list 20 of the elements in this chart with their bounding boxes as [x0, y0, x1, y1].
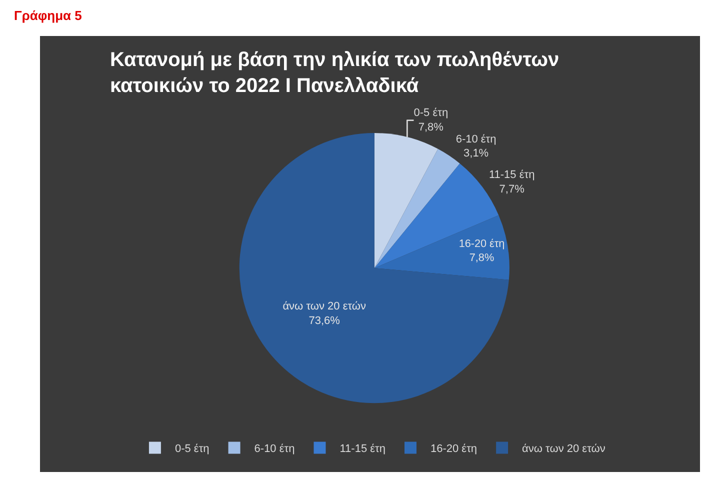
- slice-label: 0-5 έτη: [414, 107, 448, 120]
- slice-label: 16-20 έτη: [458, 238, 505, 250]
- data-label: 7,8%: [469, 252, 494, 264]
- text: Γράφημα 5: [14, 8, 82, 23]
- legend-label: 11-15 έτη: [340, 443, 386, 456]
- slice-label: άνω των 20 ετών: [282, 300, 367, 313]
- data-label: 7,8%: [418, 121, 444, 134]
- data-label: 3,1%: [464, 148, 489, 160]
- data-label: 7,7%: [499, 183, 525, 196]
- legend-label: 6-10 έτη: [254, 443, 295, 456]
- pie-slice: [374, 133, 438, 268]
- chart-title: Κατανομή με βάση την ηλικία των πωληθέντων κατοικιών το 2022 Ι Πανελλαδικά: [110, 49, 560, 97]
- slice-label: 6-10 έτη: [456, 133, 496, 146]
- legend-label: άνω των 20 ετών: [522, 443, 606, 456]
- pie-slice: [374, 148, 460, 268]
- legend-label: 0-5 έτη: [174, 443, 210, 456]
- legend-label: 16-20 έτη: [430, 443, 478, 456]
- slice-label: 11-15 έτη: [488, 169, 535, 182]
- data-label: 73,6%: [308, 314, 340, 327]
- pie-slice: [374, 215, 510, 280]
